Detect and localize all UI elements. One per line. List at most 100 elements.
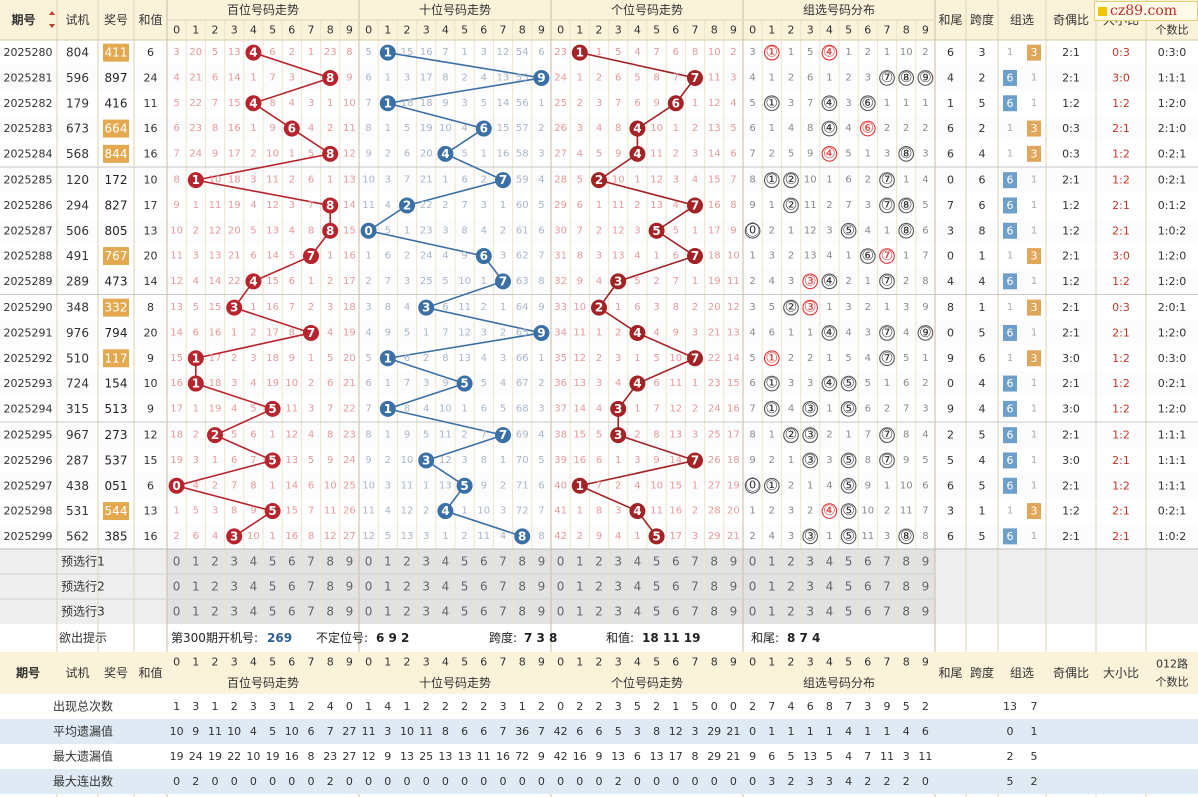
preselect-digit[interactable]: 8 [902, 605, 910, 619]
preselect-digit[interactable]: 6 [480, 605, 488, 619]
preselect-digit[interactable]: 6 [480, 555, 488, 569]
preselect-digit[interactable]: 0 [365, 580, 373, 594]
preselect-digit[interactable]: 8 [902, 555, 910, 569]
preselect-digit[interactable]: 0 [173, 580, 181, 594]
preselect-digit[interactable]: 2 [595, 555, 603, 569]
preselect-digit[interactable]: 1 [384, 605, 392, 619]
preselect-digit[interactable]: 4 [826, 555, 834, 569]
preselect-digit[interactable]: 9 [730, 555, 738, 569]
preselect-digit[interactable]: 9 [538, 605, 546, 619]
preselect-digit[interactable]: 9 [346, 580, 354, 594]
preselect-digit[interactable]: 0 [365, 605, 373, 619]
preselect-digit[interactable]: 2 [403, 580, 411, 594]
preselect-digit[interactable]: 3 [422, 555, 430, 569]
preselect-digit[interactable]: 2 [403, 605, 411, 619]
preselect-digit[interactable]: 5 [845, 605, 853, 619]
preselect-digit[interactable]: 9 [730, 605, 738, 619]
preselect-digit[interactable]: 1 [768, 580, 776, 594]
site-logo[interactable]: cz89.com [1094, 1, 1198, 21]
preselect-digit[interactable]: 6 [288, 555, 296, 569]
preselect-digit[interactable]: 8 [902, 580, 910, 594]
preselect-digit[interactable]: 5 [653, 605, 661, 619]
preselect-digit[interactable]: 1 [192, 580, 200, 594]
preselect-digit[interactable]: 6 [864, 555, 872, 569]
preselect-digit[interactable]: 3 [614, 580, 622, 594]
preselect-digit[interactable]: 9 [922, 605, 930, 619]
preselect-digit[interactable]: 3 [422, 580, 430, 594]
preselect-digit[interactable]: 8 [326, 605, 334, 619]
preselect-digit[interactable]: 1 [768, 605, 776, 619]
preselect-digit[interactable]: 0 [173, 605, 181, 619]
preselect-digit[interactable]: 2 [787, 580, 795, 594]
preselect-digit[interactable]: 4 [442, 605, 450, 619]
preselect-digit[interactable]: 4 [250, 605, 258, 619]
preselect-digit[interactable]: 5 [461, 605, 469, 619]
preselect-digit[interactable]: 9 [538, 555, 546, 569]
preselect-digit[interactable]: 1 [192, 605, 200, 619]
preselect-digit[interactable]: 0 [557, 555, 565, 569]
preselect-digit[interactable]: 7 [691, 555, 699, 569]
preselect-digit[interactable]: 6 [672, 580, 680, 594]
preselect-digit[interactable]: 3 [230, 555, 238, 569]
preselect-digit[interactable]: 4 [826, 580, 834, 594]
preselect-digit[interactable]: 4 [442, 555, 450, 569]
preselect-digit[interactable]: 2 [211, 580, 219, 594]
preselect-digit[interactable]: 0 [365, 555, 373, 569]
preselect-digit[interactable]: 2 [787, 605, 795, 619]
preselect-digit[interactable]: 7 [883, 605, 891, 619]
preselect-digit[interactable]: 1 [768, 555, 776, 569]
preselect-digit[interactable]: 2 [211, 555, 219, 569]
preselect-digit[interactable]: 3 [614, 605, 622, 619]
preselect-digit[interactable]: 7 [307, 580, 315, 594]
preselect-digit[interactable]: 1 [576, 555, 584, 569]
preselect-digit[interactable]: 7 [499, 580, 507, 594]
preselect-digit[interactable]: 0 [749, 580, 757, 594]
footer-header-issue[interactable]: 期号 [16, 665, 40, 680]
preselect-digit[interactable]: 2 [595, 605, 603, 619]
preselect-digit[interactable]: 9 [922, 580, 930, 594]
preselect-digit[interactable]: 0 [557, 580, 565, 594]
preselect-digit[interactable]: 4 [250, 555, 258, 569]
preselect-digit[interactable]: 4 [634, 605, 642, 619]
preselect-digit[interactable]: 8 [518, 580, 526, 594]
preselect-digit[interactable]: 0 [749, 605, 757, 619]
preselect-digit[interactable]: 3 [422, 605, 430, 619]
preselect-digit[interactable]: 8 [326, 580, 334, 594]
preselect-digit[interactable]: 9 [922, 555, 930, 569]
preselect-digit[interactable]: 7 [883, 555, 891, 569]
preselect-digit[interactable]: 1 [384, 555, 392, 569]
preselect-digit[interactable]: 8 [710, 605, 718, 619]
preselect-digit[interactable]: 8 [710, 555, 718, 569]
preselect-digit[interactable]: 1 [192, 555, 200, 569]
preselect-digit[interactable]: 8 [326, 555, 334, 569]
preselect-digit[interactable]: 2 [211, 605, 219, 619]
preselect-digit[interactable]: 6 [672, 605, 680, 619]
preselect-digit[interactable]: 7 [499, 555, 507, 569]
preselect-digit[interactable]: 0 [557, 605, 565, 619]
preselect-digit[interactable]: 7 [307, 555, 315, 569]
preselect-digit[interactable]: 6 [480, 580, 488, 594]
preselect-digit[interactable]: 3 [806, 580, 814, 594]
preselect-digit[interactable]: 3 [230, 605, 238, 619]
preselect-digit[interactable]: 8 [518, 555, 526, 569]
preselect-digit[interactable]: 5 [461, 580, 469, 594]
header-issue[interactable]: 期号 [11, 12, 35, 27]
preselect-digit[interactable]: 5 [269, 555, 277, 569]
preselect-digit[interactable]: 2 [787, 555, 795, 569]
preselect-digit[interactable]: 7 [307, 605, 315, 619]
preselect-digit[interactable]: 9 [346, 605, 354, 619]
preselect-digit[interactable]: 1 [576, 605, 584, 619]
preselect-digit[interactable]: 6 [672, 555, 680, 569]
preselect-digit[interactable]: 5 [845, 555, 853, 569]
preselect-digit[interactable]: 7 [883, 580, 891, 594]
preselect-digit[interactable]: 8 [710, 580, 718, 594]
preselect-digit[interactable]: 9 [730, 580, 738, 594]
preselect-digit[interactable]: 2 [595, 580, 603, 594]
preselect-digit[interactable]: 4 [826, 605, 834, 619]
preselect-digit[interactable]: 3 [230, 580, 238, 594]
preselect-digit[interactable]: 1 [384, 580, 392, 594]
preselect-digit[interactable]: 0 [749, 555, 757, 569]
preselect-digit[interactable]: 5 [845, 580, 853, 594]
preselect-digit[interactable]: 4 [442, 580, 450, 594]
preselect-digit[interactable]: 1 [576, 580, 584, 594]
